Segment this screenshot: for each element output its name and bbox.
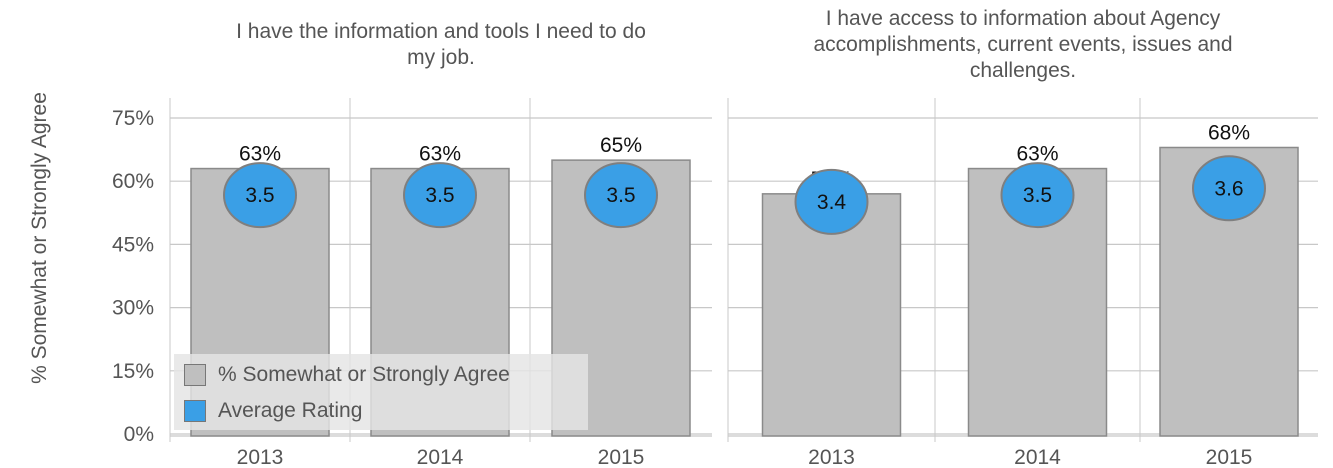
bar-data-label: 63% xyxy=(239,143,281,166)
y-tick-label: 75% xyxy=(112,107,154,130)
panel-2-title-line: I have access to information about Agenc… xyxy=(825,7,1221,30)
y-tick-label: 15% xyxy=(112,360,154,383)
legend: % Somewhat or Strongly Agree Average Rat… xyxy=(174,354,588,430)
bar-data-label: 63% xyxy=(1016,143,1058,166)
legend-label-rating: Average Rating xyxy=(218,399,363,422)
panel-1-title: I have the information and tools I need … xyxy=(170,19,712,71)
rating-label: 3.5 xyxy=(425,184,454,207)
x-tick-label: 2014 xyxy=(1014,446,1061,468)
x-tick-label: 2013 xyxy=(808,446,855,468)
bar-data-label: 68% xyxy=(1208,121,1250,144)
rating-bubble xyxy=(1192,155,1266,222)
panel-2-title-line: accomplishments, current events, issues … xyxy=(813,33,1233,56)
bar-data-label: 65% xyxy=(600,134,642,157)
y-tick-label: 0% xyxy=(124,423,154,446)
legend-item-rating: Average Rating xyxy=(184,398,362,424)
legend-label-percent: % Somewhat or Strongly Agree xyxy=(218,363,510,386)
rating-bubble xyxy=(403,162,477,229)
x-tick-label: 2015 xyxy=(1206,446,1253,468)
panel-1-title-line: I have the information and tools I need … xyxy=(236,20,646,43)
rating-label: 3.5 xyxy=(606,184,635,207)
rating-label: 3.4 xyxy=(817,191,847,214)
x-tick-label: 2014 xyxy=(417,446,464,468)
legend-swatch-rating xyxy=(184,400,206,422)
panel-2-title-line: challenges. xyxy=(969,59,1077,82)
x-tick-label: 2013 xyxy=(237,446,284,468)
panel-2-title: I have access to information about Agenc… xyxy=(728,6,1318,84)
rating-bubble xyxy=(794,168,869,235)
rating-bubble xyxy=(223,162,297,229)
rating-bubble xyxy=(1000,162,1075,229)
x-tick-label: 2015 xyxy=(598,446,645,468)
y-tick-label: 30% xyxy=(112,297,154,320)
legend-item-percent: % Somewhat or Strongly Agree xyxy=(184,362,510,388)
rating-label: 3.6 xyxy=(1214,177,1243,200)
panel-1-title-line: my job. xyxy=(407,46,475,69)
y-tick-label: 60% xyxy=(112,170,154,193)
legend-swatch-percent xyxy=(184,364,206,386)
bar-data-label: 63% xyxy=(419,143,461,166)
rating-label: 3.5 xyxy=(245,184,274,207)
rating-bubble xyxy=(584,162,658,229)
rating-label: 3.5 xyxy=(1023,184,1052,207)
y-tick-label: 45% xyxy=(112,233,154,256)
